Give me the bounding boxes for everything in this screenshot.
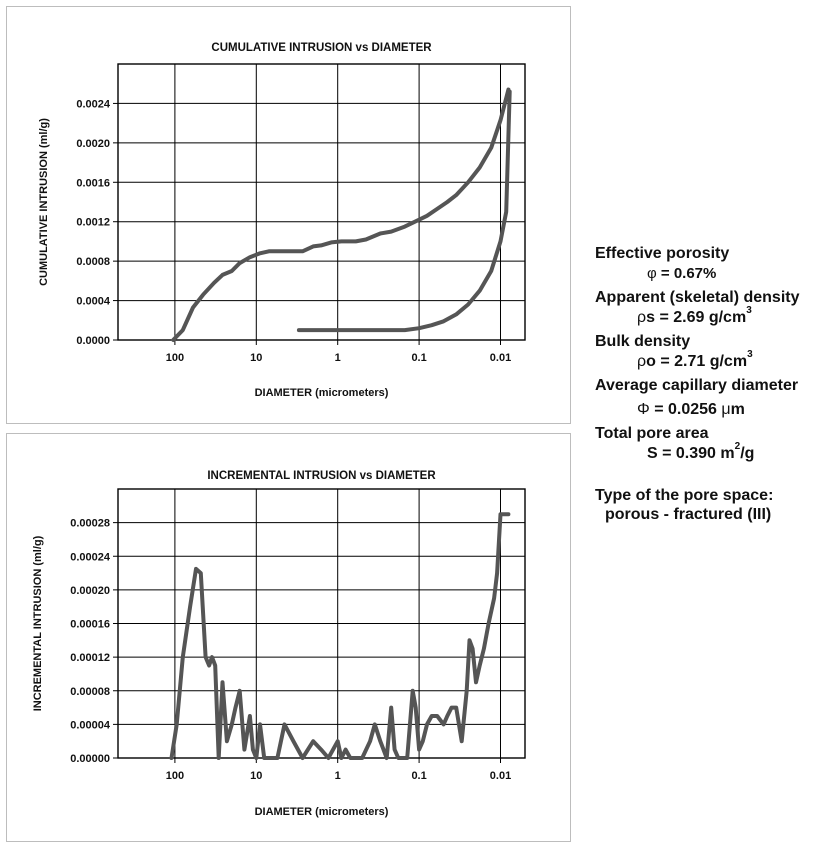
x-tick-label: 100 <box>166 352 184 364</box>
y-axis-label: INCREMENTAL INTRUSION (ml/g) <box>32 535 44 711</box>
y-tick-label: 0.0012 <box>76 217 110 229</box>
pore-space-type: Type of the pore space: porous - fractur… <box>595 486 835 524</box>
incremental-intrusion-chart: INCREMENTAL INTRUSION vs DIAMETER 0.00000… <box>32 470 526 818</box>
capillary-diameter-label: Average capillary diameter <box>595 377 799 394</box>
y-tick-label: 0.00008 <box>70 686 110 698</box>
y-tick-label: 0.0000 <box>76 335 110 347</box>
series-line-incremental <box>169 512 511 760</box>
incremental-chart-panel: INCREMENTAL INTRUSION vs DIAMETER 0.00000… <box>6 433 571 842</box>
series-line-intrusion <box>171 87 511 342</box>
x-axis-label: DIAMETER (micrometers) <box>255 387 389 399</box>
effective-porosity-value: φ = 0.67% <box>647 265 717 282</box>
y-tick-label: 0.0004 <box>76 296 111 308</box>
properties-panel: Effective porosity φ = 0.67% Apparent (s… <box>595 244 835 524</box>
y-tick-label: 0.0008 <box>76 256 110 268</box>
x-tick-label: 1 <box>335 352 341 364</box>
y-tick-label: 0.00024 <box>70 551 111 563</box>
capillary-diameter-value: Φ = 0.0256 μm <box>637 401 745 418</box>
pore-space-type-label: Type of the pore space: <box>595 487 774 504</box>
plot-frame <box>117 488 526 759</box>
bulk-density-value: ρo = 2.71 g/cm3 <box>637 349 753 371</box>
y-tick-label: 0.00000 <box>70 753 110 765</box>
chart-title: CUMULATIVE INTRUSION vs DIAMETER <box>211 42 432 54</box>
y-tick-label: 0.00016 <box>70 619 110 631</box>
x-tick-label: 100 <box>166 770 184 782</box>
x-tick-label: 10 <box>250 770 262 782</box>
plot-frame <box>117 63 526 341</box>
y-tick-label: 0.0016 <box>76 177 110 189</box>
rho-symbol: ρ <box>637 309 647 326</box>
x-tick-label: 1 <box>335 770 341 782</box>
y-axis-label: CUMULATIVE INTRUSION (ml/g) <box>38 118 50 286</box>
cumulative-chart-panel: CUMULATIVE INTRUSION vs DIAMETER 0.0000 0.… <box>6 6 571 424</box>
y-tick-label: 0.0024 <box>76 98 111 110</box>
cumulative-intrusion-chart: CUMULATIVE INTRUSION vs DIAMETER 0.0000 0.… <box>38 42 526 399</box>
apparent-density-value: ρs = 2.69 g/cm3 <box>637 305 752 327</box>
capital-phi-symbol: Φ <box>637 401 650 418</box>
x-tick-label: 0.01 <box>490 352 511 364</box>
pore-area-value: S = 0.390 m2/g <box>647 441 755 463</box>
x-tick-label: 0.1 <box>411 770 426 782</box>
phi-symbol: φ <box>647 265 657 282</box>
y-tick-label: 0.00020 <box>70 585 110 597</box>
y-tick-label: 0.00028 <box>70 518 110 530</box>
effective-porosity-label: Effective porosity <box>595 245 730 262</box>
x-axis-label: DIAMETER (micrometers) <box>255 806 389 818</box>
bulk-density-label: Bulk density <box>595 333 691 350</box>
mu-symbol: μ <box>721 401 731 418</box>
x-tick-label: 0.1 <box>411 352 426 364</box>
chart-title: INCREMENTAL INTRUSION vs DIAMETER <box>207 470 436 482</box>
pore-area-label: Total pore area <box>595 425 709 442</box>
series-line-extrusion <box>296 89 512 333</box>
pore-space-type-value: porous - fractured (III) <box>605 506 772 523</box>
y-tick-label: 0.00004 <box>70 719 111 731</box>
x-tick-label: 0.01 <box>490 770 511 782</box>
rho-symbol: ρ <box>637 353 647 370</box>
y-tick-label: 0.0020 <box>76 138 110 150</box>
y-tick-label: 0.00012 <box>70 652 110 664</box>
apparent-density-label: Apparent (skeletal) density <box>595 289 800 306</box>
x-tick-label: 10 <box>250 352 262 364</box>
